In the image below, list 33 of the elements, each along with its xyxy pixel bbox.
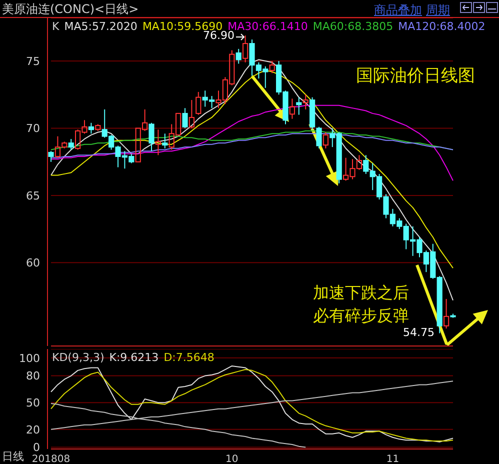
annotation: 76.90: [203, 29, 234, 42]
candlestick: [289, 98, 295, 120]
annotation: 加速下跌之后: [313, 283, 409, 304]
x-tick-label: 11: [386, 454, 400, 464]
annotation: 必有碎步反弹: [313, 306, 409, 327]
x-axis-title: 日线: [2, 449, 24, 464]
x-tick-label: 201808: [32, 454, 70, 464]
text: MA60:68.3805: [312, 20, 394, 33]
text: MA120:68.4002: [398, 20, 486, 33]
y-tick-label: 80: [26, 370, 40, 383]
series-label: K:9.6213: [109, 351, 159, 364]
y-tick-label: 0: [33, 441, 40, 454]
y-tick-label: 50: [26, 396, 40, 410]
annotation: 国际油价日线图: [356, 65, 475, 87]
x-tick-label: 10: [226, 454, 238, 464]
text: 商品叠加: [374, 2, 422, 19]
y-tick-label: 100: [19, 352, 40, 365]
line-series: [50, 104, 454, 182]
y-tick-label: 65: [26, 189, 40, 202]
series-label: D:7.5648: [164, 351, 214, 364]
y-tick-label: 20: [26, 423, 40, 436]
legend-title: K: [52, 20, 60, 33]
y-tick-label: 60: [26, 256, 40, 270]
candlestick: [162, 133, 168, 149]
candlestick: [302, 94, 308, 110]
text: MA5:57.2020: [64, 20, 138, 33]
chart-title: 美原油连(CONC)<日线>: [2, 1, 139, 18]
candlestick: [155, 129, 161, 156]
text: 周期: [426, 2, 450, 19]
y-tick-label: 75: [26, 54, 40, 68]
y-tick-label: 70: [26, 122, 40, 136]
annotation: 54.75: [403, 326, 434, 339]
legend-title: KD(9,3,3): [52, 351, 104, 364]
